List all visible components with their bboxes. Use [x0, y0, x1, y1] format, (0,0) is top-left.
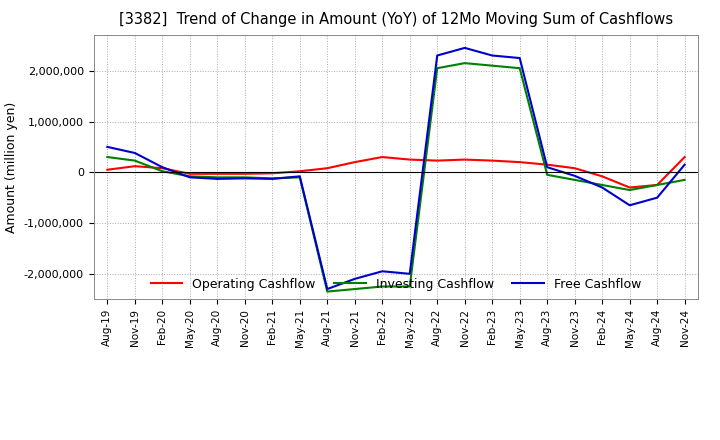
Investing Cashflow — [570, 177, 579, 183]
Investing Cashflow — [295, 175, 304, 180]
Investing Cashflow — [433, 66, 441, 71]
Free Cashflow — [626, 203, 634, 208]
Investing Cashflow — [516, 66, 524, 71]
Free Cashflow — [516, 55, 524, 61]
Free Cashflow — [378, 269, 387, 274]
Operating Cashflow — [516, 159, 524, 165]
Investing Cashflow — [626, 187, 634, 193]
Operating Cashflow — [158, 165, 166, 171]
Investing Cashflow — [323, 289, 332, 294]
Investing Cashflow — [186, 174, 194, 179]
Free Cashflow — [570, 173, 579, 179]
Operating Cashflow — [405, 157, 414, 162]
Free Cashflow — [653, 195, 662, 200]
Operating Cashflow — [351, 159, 359, 165]
Legend: Operating Cashflow, Investing Cashflow, Free Cashflow: Operating Cashflow, Investing Cashflow, … — [146, 273, 646, 296]
Free Cashflow — [598, 185, 606, 190]
Investing Cashflow — [130, 158, 139, 163]
Free Cashflow — [186, 175, 194, 180]
Investing Cashflow — [543, 172, 552, 177]
Y-axis label: Amount (million yen): Amount (million yen) — [5, 102, 18, 233]
Investing Cashflow — [158, 169, 166, 174]
Investing Cashflow — [460, 60, 469, 66]
Investing Cashflow — [240, 175, 249, 180]
Investing Cashflow — [598, 182, 606, 187]
Free Cashflow — [405, 271, 414, 276]
Operating Cashflow — [680, 154, 689, 160]
Free Cashflow — [213, 176, 222, 182]
Free Cashflow — [240, 176, 249, 181]
Free Cashflow — [543, 165, 552, 170]
Operating Cashflow — [543, 162, 552, 167]
Investing Cashflow — [351, 286, 359, 292]
Investing Cashflow — [378, 284, 387, 289]
Operating Cashflow — [295, 169, 304, 174]
Investing Cashflow — [680, 177, 689, 183]
Free Cashflow — [158, 165, 166, 170]
Free Cashflow — [351, 276, 359, 282]
Investing Cashflow — [103, 154, 112, 160]
Operating Cashflow — [323, 165, 332, 171]
Free Cashflow — [103, 144, 112, 150]
Free Cashflow — [460, 45, 469, 51]
Operating Cashflow — [268, 171, 276, 176]
Operating Cashflow — [433, 158, 441, 163]
Operating Cashflow — [460, 157, 469, 162]
Investing Cashflow — [268, 176, 276, 181]
Operating Cashflow — [488, 158, 497, 163]
Operating Cashflow — [130, 164, 139, 169]
Operating Cashflow — [570, 165, 579, 171]
Operating Cashflow — [240, 171, 249, 176]
Operating Cashflow — [213, 171, 222, 176]
Line: Operating Cashflow: Operating Cashflow — [107, 157, 685, 187]
Investing Cashflow — [405, 284, 414, 289]
Investing Cashflow — [213, 175, 222, 180]
Free Cashflow — [295, 174, 304, 179]
Operating Cashflow — [103, 167, 112, 172]
Free Cashflow — [433, 53, 441, 58]
Investing Cashflow — [488, 63, 497, 68]
Operating Cashflow — [653, 182, 662, 187]
Free Cashflow — [488, 53, 497, 58]
Investing Cashflow — [653, 182, 662, 187]
Line: Free Cashflow: Free Cashflow — [107, 48, 685, 289]
Title: [3382]  Trend of Change in Amount (YoY) of 12Mo Moving Sum of Cashflows: [3382] Trend of Change in Amount (YoY) o… — [119, 12, 673, 27]
Free Cashflow — [130, 150, 139, 156]
Free Cashflow — [680, 162, 689, 167]
Free Cashflow — [323, 286, 332, 292]
Operating Cashflow — [598, 174, 606, 179]
Operating Cashflow — [626, 185, 634, 190]
Free Cashflow — [268, 176, 276, 182]
Line: Investing Cashflow: Investing Cashflow — [107, 63, 685, 292]
Operating Cashflow — [378, 154, 387, 160]
Operating Cashflow — [186, 171, 194, 176]
